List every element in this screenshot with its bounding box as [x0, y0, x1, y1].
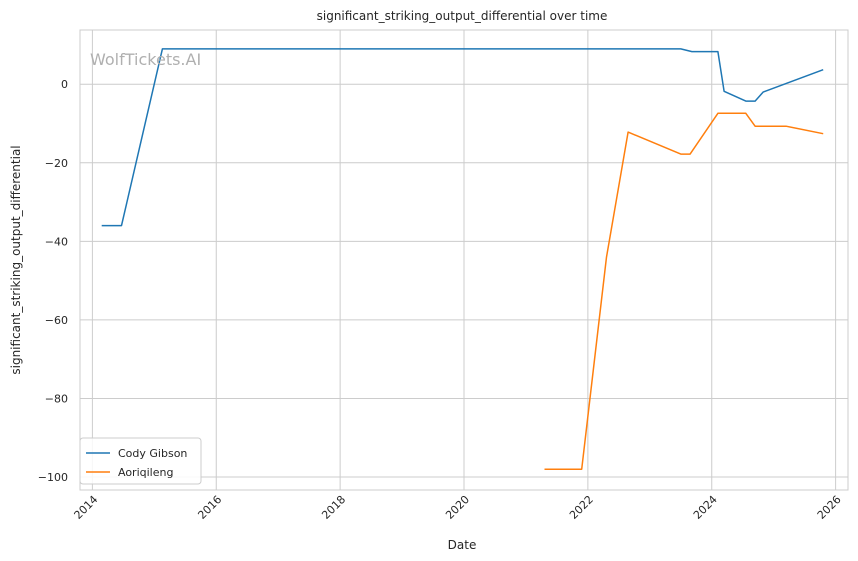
legend-box	[79, 437, 202, 485]
chart-title: significant_striking_output_differential…	[317, 9, 608, 23]
x-axis-label: Date	[448, 538, 477, 552]
grid	[80, 30, 848, 490]
y-tick-label: −80	[45, 392, 68, 405]
y-tick-label: −100	[38, 471, 68, 484]
y-tick-label: −20	[45, 157, 68, 170]
legend-label-cody-gibson: Cody Gibson	[118, 447, 187, 460]
series-line-aoriqileng	[544, 112, 824, 470]
y-tick-label: −40	[45, 235, 68, 248]
plot-frame	[79, 29, 849, 491]
y-tick-label: 0	[61, 78, 68, 91]
y-tick-label: −60	[45, 314, 68, 327]
legend-label-aoriqileng: Aoriqileng	[118, 466, 173, 479]
series-line-cody-gibson	[101, 48, 824, 227]
y-tick-labels: −100 −80 −60 −40 −20 0	[38, 78, 68, 484]
series-layer	[101, 48, 824, 470]
legend: Cody Gibson Aoriqileng	[79, 437, 202, 485]
watermark: WolfTickets.AI	[90, 50, 201, 69]
y-axis-label: significant_striking_output_differential	[9, 145, 23, 374]
